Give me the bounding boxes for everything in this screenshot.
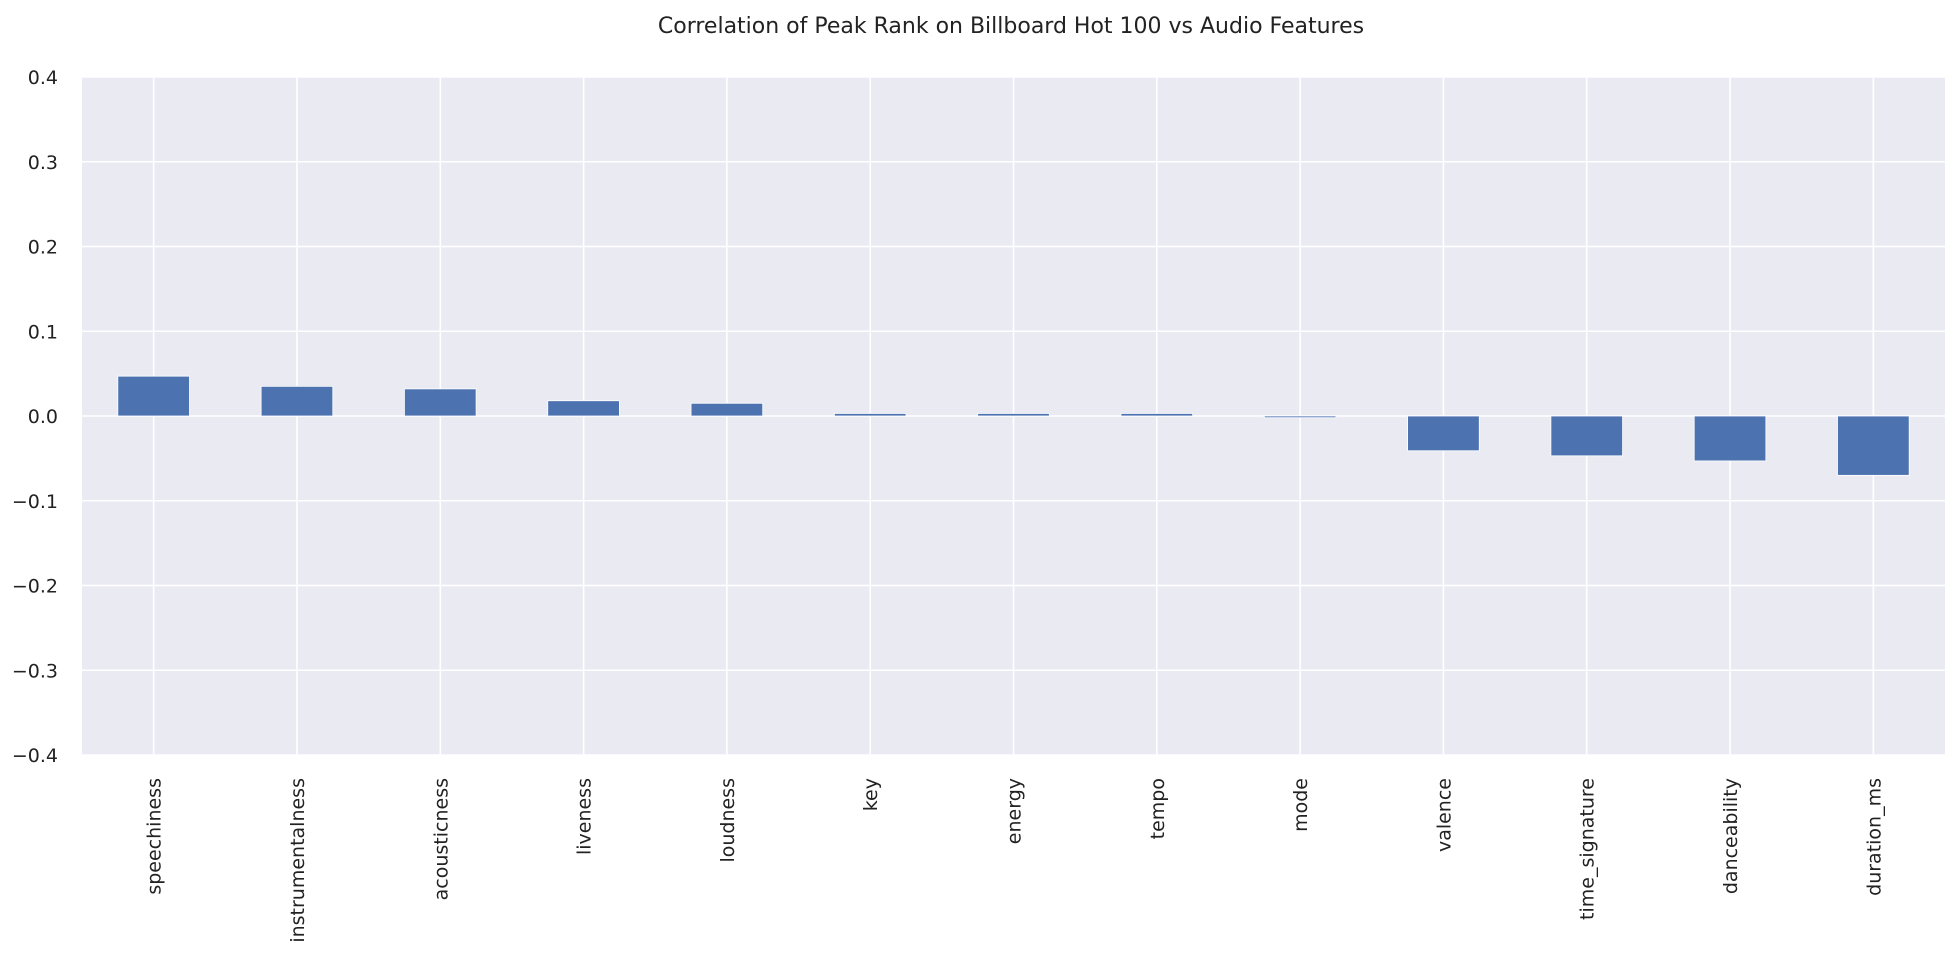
y-tick-label: 0.3 — [28, 152, 58, 174]
y-tick-label: 0.2 — [28, 237, 58, 259]
bar-liveness — [547, 400, 620, 417]
y-tick-label: 0.0 — [28, 406, 58, 428]
bar-danceability — [1693, 415, 1767, 462]
x-tick-label: danceability — [1720, 778, 1742, 894]
bar-loudness — [690, 402, 764, 417]
x-tick-label: time_signature — [1577, 778, 1599, 920]
bar-instrumentalness — [260, 385, 334, 417]
x-tick-label: acousticness — [430, 778, 452, 900]
x-axis-ticks: speechiness instrumentalness acousticness l… — [144, 778, 1886, 943]
bar-duration_ms — [1837, 415, 1910, 476]
bar-acousticness — [404, 388, 477, 417]
bar-time_signature — [1550, 415, 1623, 457]
chart-title: Correlation of Peak Rank on Billboard Ho… — [658, 14, 1364, 39]
x-tick-label: tempo — [1147, 778, 1169, 839]
y-tick-label: 0.4 — [28, 67, 58, 89]
y-tick-label: 0.1 — [28, 321, 58, 343]
x-tick-label: mode — [1290, 778, 1312, 832]
x-tick-label: speechiness — [144, 778, 166, 895]
y-axis-ticks: 0.4 0.3 0.2 0.1 0.0 −0.1 −0.2 −0.3 −0.4 — [12, 67, 58, 767]
x-tick-label: duration_ms — [1863, 778, 1885, 896]
x-tick-label: instrumentalness — [287, 778, 309, 943]
y-tick-label: −0.2 — [12, 576, 58, 598]
bar-speechiness — [117, 375, 190, 417]
bar-valence — [1407, 415, 1480, 452]
y-tick-label: −0.1 — [12, 491, 58, 513]
x-tick-label: loudness — [717, 778, 739, 863]
bar-tempo — [1120, 413, 1194, 417]
x-tick-label: liveness — [574, 778, 596, 855]
bars — [117, 375, 1910, 476]
bar-energy — [977, 413, 1050, 417]
y-tick-label: −0.4 — [12, 745, 58, 767]
bar-key — [833, 413, 907, 417]
x-tick-label: energy — [1004, 778, 1026, 844]
x-tick-label: key — [860, 778, 882, 811]
bar-mode — [1263, 415, 1337, 419]
y-tick-label: −0.3 — [12, 660, 58, 682]
x-tick-label: valence — [1433, 778, 1455, 852]
